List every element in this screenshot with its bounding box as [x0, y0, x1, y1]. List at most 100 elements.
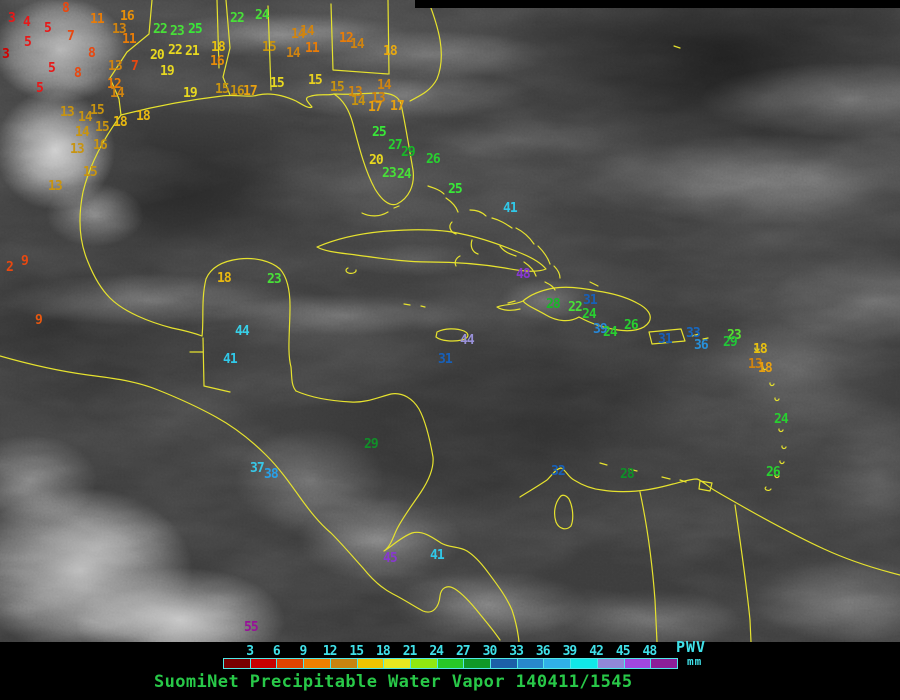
pwv-station-value: 24 — [603, 325, 618, 340]
pwv-station-value: 26 — [766, 465, 781, 480]
lake-maracaibo — [554, 494, 574, 530]
pwv-station-value: 25 — [188, 22, 203, 37]
colorbar-segment — [410, 659, 438, 668]
pwv-station-value: 41 — [430, 548, 445, 563]
pwv-station-value: 14 — [78, 110, 93, 125]
pwv-station-value: 38 — [264, 467, 279, 482]
bottom-panel: 3 6 9 12 15 18 21 24 27 30 33 36 39 42 45 48 PWV mm Suo… — [0, 638, 900, 700]
colorbar-tick: 24 — [429, 644, 444, 659]
colorbar-tick: 9 — [299, 644, 308, 659]
state-border — [222, 0, 231, 96]
pwv-station-value: 14 — [351, 94, 366, 109]
pacific-coast — [0, 355, 501, 641]
pwv-station-value: 29 — [401, 145, 416, 160]
pwv-station-value: 13 — [48, 179, 63, 194]
guatemala-borders — [189, 337, 231, 393]
pwv-station-value: 15 — [270, 76, 285, 91]
colorbar-segment — [464, 659, 492, 668]
pwv-station-value: 5 — [36, 81, 44, 96]
pwv-station-value: 15 — [95, 120, 110, 135]
colorbar-segment — [330, 659, 358, 668]
florida-outline — [333, 92, 414, 206]
haiti-peninsula — [496, 300, 524, 311]
pwv-station-value: 44 — [235, 324, 250, 339]
pwv-station-value: 12 — [107, 77, 122, 92]
pwv-station-value: 25 — [372, 125, 387, 140]
pwv-station-value: 5 — [48, 61, 56, 76]
pwv-station-value: 25 — [448, 182, 463, 197]
pwv-station-value: 5 — [44, 21, 52, 36]
pwv-station-value: 17 — [368, 100, 383, 115]
pwv-station-value: 28 — [620, 467, 635, 482]
pwv-station-value: 16 — [230, 84, 245, 99]
pwv-station-value: 39 — [593, 322, 608, 337]
pwv-station-value: 41 — [223, 352, 238, 367]
pwv-station-value: 22 — [568, 300, 583, 315]
pwv-station-value: 15 — [83, 165, 98, 180]
colorbar-segment — [597, 659, 625, 668]
colorbar-tick: 30 — [482, 644, 498, 659]
pwv-station-value: 31 — [658, 332, 673, 347]
pwv-station-value: 26 — [624, 318, 639, 333]
pwv-station-value: 15 — [308, 73, 323, 88]
pwv-station-value: 31 — [438, 352, 453, 367]
colorbar-segment — [624, 659, 652, 668]
colorbar-tick: 12 — [322, 644, 338, 659]
pwv-station-value: 31 — [583, 293, 598, 308]
pwv-station-value: 7 — [67, 29, 75, 44]
pwv-station-value: 11 — [305, 41, 320, 56]
pwv-station-value: 23 — [170, 24, 185, 39]
colorbar-segment — [250, 659, 278, 668]
central-america-caribbean-coast — [295, 390, 520, 642]
pwv-station-value: 14 — [291, 27, 306, 42]
colorbar-tick: 27 — [455, 644, 471, 659]
colorbar-tick: 48 — [642, 644, 658, 659]
colorbar-tick: 3 — [246, 644, 254, 659]
station-values-layer: 3 4 5 5 3 5 5 8 7 8 8 2 9 9 11 16 13 11 13 7 12 14 13 14 15 18 18 1… — [2, 1, 789, 634]
colorbar-segment — [651, 659, 677, 668]
lesser-antilles-chain — [691, 333, 787, 491]
pwv-station-value: 18 — [136, 109, 151, 124]
cuba-outline — [316, 229, 547, 272]
pwv-station-value: 19 — [160, 64, 175, 79]
pwv-station-value: 8 — [62, 1, 70, 16]
bermuda-island — [673, 45, 681, 49]
isle-of-youth — [345, 267, 357, 274]
pwv-station-value: 18 — [753, 342, 768, 357]
pwv-station-value: 15 — [215, 82, 230, 97]
colorbar-tick: 15 — [349, 644, 364, 659]
pwv-station-value: 18 — [113, 115, 128, 130]
pwv-station-value: 26 — [426, 152, 441, 167]
us-mexico-border — [109, 0, 153, 116]
pwv-station-value: 27 — [388, 138, 403, 153]
florida-keys — [361, 205, 400, 217]
bahamas-islands — [427, 185, 599, 291]
pwv-station-value: 13 — [112, 22, 127, 37]
pwv-station-value: 21 — [185, 44, 200, 59]
pwv-station-value: 33 — [686, 326, 701, 341]
pwv-station-value: 4 — [23, 15, 31, 30]
pwv-station-value: 24 — [582, 307, 597, 322]
colorbar-segment — [304, 659, 331, 668]
colorbar-tick: 36 — [535, 644, 551, 659]
pwv-station-value: 37 — [250, 461, 265, 476]
colorbar — [223, 658, 678, 669]
pwv-station-value: 17 — [390, 99, 405, 114]
pwv-station-value: 13 — [60, 105, 75, 120]
pwv-station-value: 24 — [774, 412, 789, 427]
pwv-station-value: 23 — [382, 166, 397, 181]
satellite-map: 3 4 5 5 3 5 5 8 7 8 8 2 9 9 11 16 13 11 13 7 12 14 13 14 15 18 18 1… — [0, 0, 900, 642]
pwv-station-value: 36 — [694, 338, 709, 353]
pwv-station-value: 32 — [551, 464, 566, 479]
pwv-station-value: 18 — [211, 40, 226, 55]
pwv-station-value: 3 — [2, 47, 10, 62]
hispaniola-outline — [522, 286, 651, 332]
pwv-station-value: 41 — [503, 201, 518, 216]
colorbar-segment — [384, 659, 411, 668]
colorbar-tick: 6 — [272, 644, 281, 659]
pwv-station-value: 28 — [546, 297, 561, 312]
pwv-station-value: 2 — [6, 260, 14, 275]
pwv-station-value: 48 — [516, 267, 531, 282]
pwv-station-value: 14 — [75, 125, 90, 140]
